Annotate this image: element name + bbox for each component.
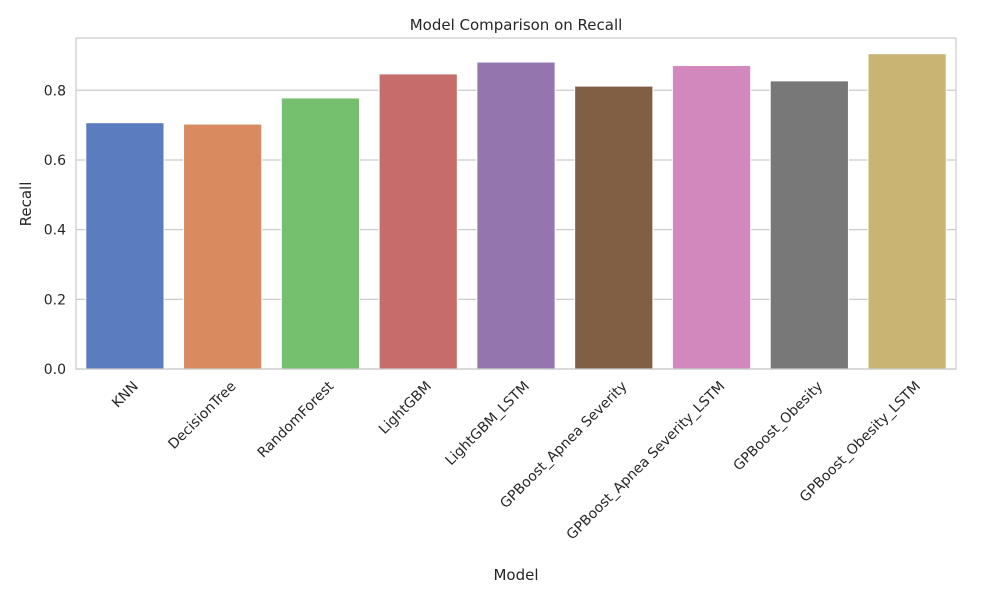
bar-knn (85, 122, 165, 370)
x-tick-label: LightGBM (376, 379, 435, 438)
bar-gpboost-apnea-severity (574, 85, 654, 370)
x-axis-label: Model (493, 566, 538, 584)
plot-frame (75, 37, 957, 370)
y-tick-label: 0.8 (44, 83, 66, 99)
x-tick-label: KNN (109, 379, 142, 412)
bar-gpboost-obesity-lstm (867, 53, 947, 370)
y-tick-labels: 0.0 0.2 0.4 0.6 0.8 (44, 83, 66, 378)
bar-lightgbm-lstm (476, 61, 556, 370)
x-tick-label: RandomForest (255, 378, 338, 461)
y-tick-label: 0.6 (44, 153, 66, 169)
bars (85, 53, 947, 370)
x-tick-label: LightGBM_LSTM (442, 379, 532, 469)
bar-gpboost-obesity (769, 80, 849, 370)
x-tick-labels: KNN DecisionTree RandomForest LightGBM Light… (109, 378, 924, 543)
bar-lightgbm (378, 73, 458, 370)
bar-gpboost-apnea-severity-lstm (671, 65, 752, 370)
x-tick-label: DecisionTree (165, 379, 239, 453)
chart-title: Model Comparison on Recall (410, 16, 623, 34)
y-tick-label: 0.4 (44, 223, 66, 239)
y-tick-label: 0.2 (44, 292, 66, 308)
y-tick-label: 0.0 (44, 362, 66, 378)
bar-decisiontree (183, 123, 263, 370)
bar-randomforest (280, 97, 361, 370)
x-tick-label: GPBoost_Obesity (730, 379, 826, 475)
x-tick-label: GPBoost_Apnea Severity_LSTM (564, 379, 729, 544)
y-axis-label: Recall (17, 182, 35, 227)
